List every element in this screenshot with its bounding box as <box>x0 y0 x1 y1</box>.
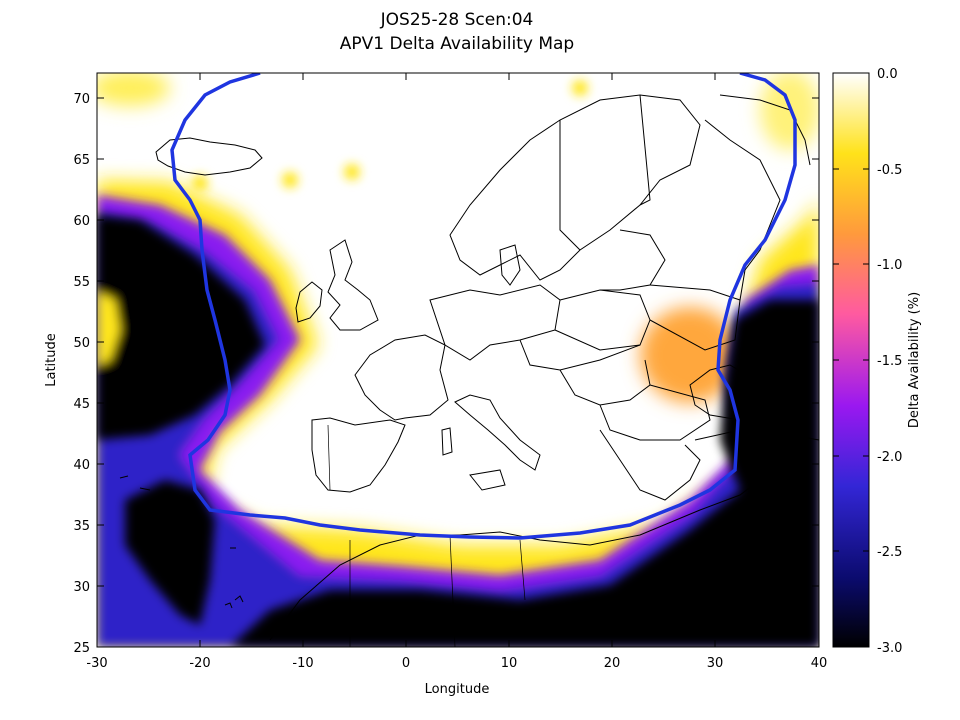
colorbar-tick-label: 0.0 <box>877 67 898 82</box>
colorbar: 0.0 -0.5 -1.0 -1.5 -2.0 -2.5 -3.0 Delta … <box>832 67 922 656</box>
y-axis-label: Latitude <box>44 333 59 387</box>
x-tick-label: -30 <box>86 656 107 671</box>
x-axis-label: Longitude <box>425 682 490 697</box>
y-tick-label: 25 <box>73 641 90 656</box>
y-tick-label: 50 <box>73 336 90 351</box>
x-tick-label: 40 <box>811 656 828 671</box>
x-tick-label: 10 <box>501 656 518 671</box>
service-area-boundary <box>170 73 797 540</box>
y-tick-label: 70 <box>73 92 90 107</box>
plot-frame <box>96 72 820 648</box>
colorbar-label: Delta Availability (%) <box>907 292 922 428</box>
plot-area <box>97 73 819 647</box>
y-tick-label: 60 <box>73 214 90 229</box>
x-tick-label: -20 <box>189 656 210 671</box>
y-tick-label: 55 <box>73 275 90 290</box>
colorbar-tick-label: -3.0 <box>877 641 902 656</box>
y-tick-label: 35 <box>73 519 90 534</box>
coastline-layer <box>119 94 819 647</box>
degradation-core-layer <box>97 215 819 647</box>
y-tick-label: 30 <box>73 580 90 595</box>
map-title-line1: JOS25-28 Scen:04 <box>380 10 534 30</box>
y-tick-label: 45 <box>73 397 90 412</box>
colorbar-tick-label: -2.0 <box>877 450 902 465</box>
halo-spots <box>192 80 588 191</box>
colorbar-tick-label: -1.0 <box>877 258 902 273</box>
x-tick-label: -10 <box>292 656 313 671</box>
map-title-line2: APV1 Delta Availability Map <box>340 34 574 54</box>
colorbar-tick-label: -2.5 <box>877 545 902 560</box>
x-tick-label: 30 <box>707 656 724 671</box>
x-tick-label: 0 <box>402 656 410 671</box>
y-tick-label: 65 <box>73 153 90 168</box>
x-tick-label: 20 <box>604 656 621 671</box>
colorbar-tick-label: -0.5 <box>877 163 902 178</box>
colorbar-tick-label: -1.5 <box>877 354 902 369</box>
x-axis: -30 -20 -10 0 10 20 30 40 Longitude <box>86 73 827 697</box>
y-tick-label: 40 <box>73 458 90 473</box>
y-axis: 25 30 35 40 45 50 55 60 65 70 Latitude <box>44 92 819 656</box>
